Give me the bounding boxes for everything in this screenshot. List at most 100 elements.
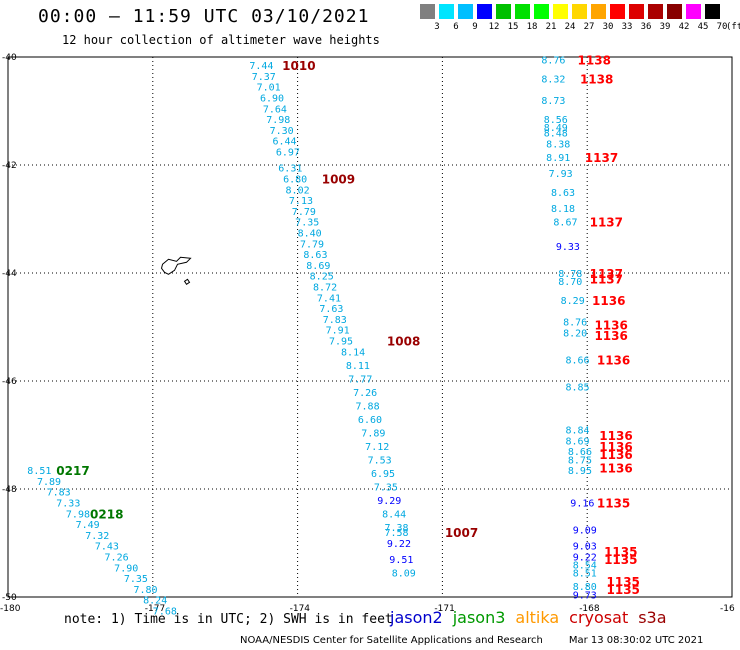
track-time-label: 1136: [599, 429, 632, 443]
colorbar-label: 18: [526, 22, 538, 32]
satellite-legend: jason2 jason3 altika cryosat s3a: [390, 608, 677, 627]
longitude-tick-label: -180: [0, 604, 21, 614]
wave-height-value: 7.41: [317, 293, 341, 304]
islet-outline: [183, 278, 191, 285]
wave-height-value: 7.49: [76, 520, 100, 531]
colorbar-label: 33: [621, 22, 633, 32]
colorbar-swatch: [667, 4, 682, 19]
wave-height-value: 8.91: [546, 153, 570, 164]
wave-height-value: 8.73: [541, 96, 565, 107]
track-time-label: 1136: [599, 461, 632, 475]
wave-height-value: 8.49: [544, 123, 568, 134]
units-note: note: 1) Time is in UTC; 2) SWH is in fe…: [64, 612, 393, 627]
wave-height-value: 8.51: [27, 466, 51, 477]
wave-height-value: 7.93: [549, 169, 573, 180]
wave-height-value: 6.31: [278, 164, 302, 175]
longitude-tick-label: -168: [579, 604, 600, 614]
colorbar-swatch: [496, 4, 511, 19]
latitude-tick-label: -42: [2, 161, 17, 171]
colorbar-label: 36: [640, 22, 652, 32]
wave-height-value: 7.91: [326, 326, 350, 337]
colorbar-swatch: [591, 4, 606, 19]
latitude-tick-label: -44: [2, 269, 17, 279]
track-time-label: 1137: [590, 267, 623, 281]
colorbar-unit: (ft): [726, 22, 740, 32]
legend-jason2: jason2: [390, 608, 443, 627]
longitude-tick-label: -174: [290, 604, 311, 614]
track-time-label: 1137: [590, 272, 623, 286]
wave-height-value: 8.63: [303, 250, 327, 261]
track-time-label: 1136: [592, 294, 625, 308]
colorbar-label: 42: [678, 22, 690, 32]
colorbar-swatch: [686, 4, 701, 19]
wave-height-value: 8.11: [346, 361, 370, 372]
wave-height-value: 7.90: [114, 563, 138, 574]
wave-height-value: 7.79: [292, 207, 316, 218]
wave-height-value: 8.18: [551, 204, 575, 215]
wave-height-value: 7.98: [266, 115, 290, 126]
colorbar-swatch: [420, 4, 435, 19]
map-title: 00:00 – 11:59 UTC 03/10/2021: [38, 6, 370, 27]
colorbar-label: 39: [659, 22, 671, 32]
colorbar-swatch: [629, 4, 644, 19]
wave-height-value: 7.63: [319, 304, 343, 315]
colorbar-swatch: [439, 4, 454, 19]
track-time-label: 1008: [387, 335, 420, 349]
longitude-tick-label: -16: [720, 604, 735, 614]
colorbar-label: 70: [716, 22, 728, 32]
wave-height-value: 6.90: [260, 94, 284, 105]
colorbar-swatch: [648, 4, 663, 19]
wave-height-value: 9.09: [573, 526, 597, 537]
wave-height-value: 7.35: [374, 482, 398, 493]
colorbar-swatch: [705, 4, 720, 19]
track-time-label: 0217: [56, 464, 89, 478]
track-time-label: 1007: [445, 526, 478, 540]
wave-height-value: 7.68: [153, 607, 177, 618]
wave-height-value: 6.80: [283, 175, 307, 186]
wave-height-value: 9.22: [573, 553, 597, 564]
track-time-label: 1136: [594, 329, 627, 343]
wave-height-value: 7.33: [56, 499, 80, 510]
colorbar-label: 30: [602, 22, 614, 32]
wave-height-value: 8.76: [541, 56, 565, 67]
track-time-label: 1135: [604, 553, 637, 567]
wave-height-value: 8.25: [310, 272, 334, 283]
track-time-label: 1135: [607, 575, 640, 589]
wave-height-value: 9.33: [556, 242, 580, 253]
wave-height-value: 7.95: [329, 337, 353, 348]
wave-height-value: 8.66: [565, 355, 589, 366]
wave-height-value: 7.30: [270, 126, 294, 137]
colorbar-label: 15: [507, 22, 519, 32]
track-time-label: 1135: [607, 583, 640, 597]
wave-height-value: 8.24: [143, 596, 167, 607]
track-time-label: 1138: [580, 73, 613, 87]
wave-height-value: 9.73: [573, 590, 597, 601]
wave-height-value: 7.32: [85, 531, 109, 542]
wave-height-value: 8.54: [573, 561, 597, 572]
wave-height-value: 7.38: [384, 523, 408, 534]
wave-height-value: 7.64: [263, 104, 287, 115]
colorbar-swatch: [572, 4, 587, 19]
wave-height-value: 7.35: [124, 574, 148, 585]
wave-height-value: 8.56: [544, 115, 568, 126]
latitude-tick-label: -46: [2, 377, 17, 387]
wave-height-value: 8.02: [286, 185, 310, 196]
wave-height-value: 9.16: [570, 499, 594, 510]
wave-height-value: 7.53: [368, 455, 392, 466]
map-subtitle: 12 hour collection of altimeter wave hei…: [62, 33, 380, 47]
wave-height-value: 8.29: [561, 296, 585, 307]
track-time-label: 1136: [597, 353, 630, 367]
wave-height-value: 7.35: [295, 218, 319, 229]
wave-height-value: 9.03: [573, 542, 597, 553]
wave-height-value: 6.44: [273, 137, 297, 148]
track-time-label: 1137: [590, 216, 623, 230]
wave-height-value: 8.85: [565, 382, 589, 393]
legend-altika: altika: [515, 608, 560, 627]
track-time-label: 1136: [599, 440, 632, 454]
wave-height-value: 8.32: [541, 75, 565, 86]
wave-height-value: 9.51: [389, 555, 413, 566]
colorbar-swatch: [610, 4, 625, 19]
wave-height-value: 8.75: [568, 455, 592, 466]
wave-height-value: 8.40: [298, 229, 322, 240]
wave-height-value: 7.26: [105, 553, 129, 564]
